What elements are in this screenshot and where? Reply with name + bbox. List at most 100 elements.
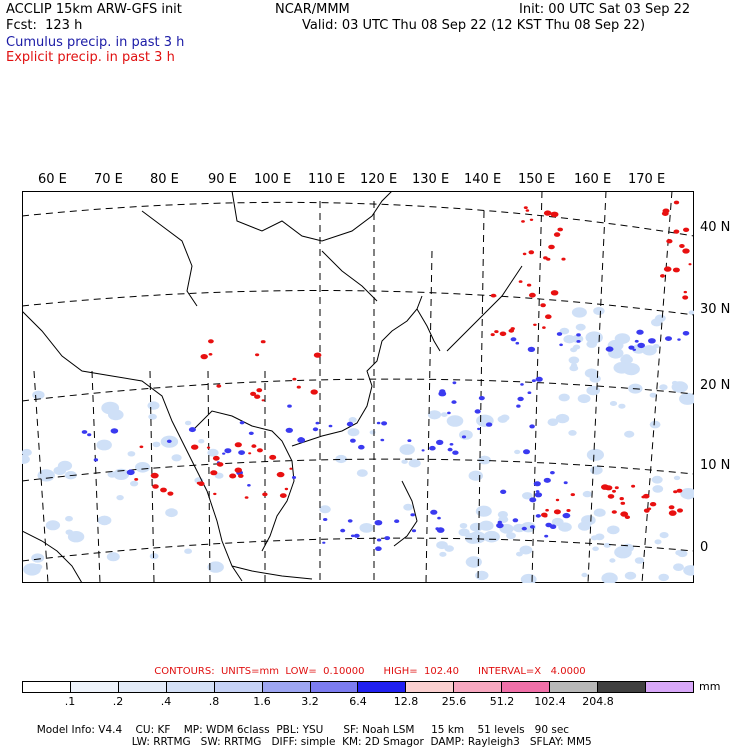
explicit-precip-patch — [262, 492, 268, 497]
parallel-10n — [22, 458, 694, 482]
coast-japan — [446, 265, 523, 352]
explicit-precip-patch — [139, 445, 144, 449]
light-precip-patch — [654, 539, 662, 545]
light-precip-patch — [603, 542, 611, 548]
light-precip-patch — [609, 401, 618, 406]
explicit-precip-patch — [152, 484, 159, 489]
light-precip-patch — [152, 441, 161, 448]
lon-label: 170 E — [628, 172, 666, 187]
coast-indochina — [191, 410, 295, 552]
light-precip-patch — [427, 410, 442, 420]
colorbar-swatch — [454, 682, 503, 692]
light-precip-patch — [586, 448, 605, 461]
light-precip-patch — [207, 448, 219, 457]
light-precip-patch — [127, 451, 136, 457]
explicit-precip-patch — [238, 473, 244, 478]
light-precip-patch — [673, 475, 681, 481]
model-info-line2: LW: RRTMG SW: RRTMG DIFF: simple KM: 2D … — [125, 724, 592, 748]
explicit-precip-patch — [528, 250, 535, 255]
explicit-precip-patch — [673, 490, 678, 494]
cumulus-precip-patch — [632, 348, 636, 351]
cumulus-precip-patch — [285, 427, 293, 433]
cumulus-precip-patch — [523, 449, 530, 455]
cumulus-precip-patch — [248, 431, 254, 435]
light-precip-patch — [516, 551, 523, 557]
light-precip-patch — [135, 462, 151, 473]
light-precip-patch — [369, 430, 376, 435]
light-precip-patch — [401, 459, 408, 464]
light-precip-patch — [207, 561, 224, 573]
light-precip-patch — [653, 344, 660, 349]
coast-west — [22, 191, 243, 582]
cumulus-precip-patch — [474, 409, 481, 414]
explicit-precip-patch — [561, 257, 566, 261]
cumulus-precip-patch — [380, 438, 385, 442]
light-precip-patch — [469, 522, 483, 532]
light-precip-patch — [659, 384, 668, 391]
colorbar-label: 1.6 — [253, 695, 271, 708]
cumulus-precip-patch — [496, 522, 504, 529]
light-precip-patch — [590, 465, 603, 475]
explicit-precip-patch — [676, 488, 683, 493]
light-precip-patch — [584, 368, 599, 378]
cumulus-precip-patch — [634, 339, 639, 343]
light-precip-patch — [651, 475, 663, 484]
explicit-precip-patch — [641, 495, 646, 499]
explicit-precip-patch — [255, 353, 260, 357]
light-precip-patch — [459, 430, 473, 440]
cumulus-precip-patch — [93, 458, 99, 462]
explicit-precip-patch — [208, 339, 214, 344]
lon-label: 110 E — [308, 172, 346, 187]
colorbar-swatch — [358, 682, 407, 692]
cumulus-precip-patch — [346, 421, 354, 427]
cumulus-precip-patch — [437, 516, 441, 520]
explicit-precip-patch — [529, 292, 536, 298]
cumulus-precip-patch — [535, 514, 541, 518]
explicit-precip-patch — [555, 498, 560, 502]
colorbar-label: 102.4 — [534, 695, 566, 708]
model-info-line1: Model Info: V4.4 CU: KF MP: WDM 6class P… — [30, 712, 569, 736]
coast-korea — [416, 308, 441, 352]
cumulus-precip-patch — [517, 396, 524, 402]
parallel-20n — [22, 378, 694, 402]
footer-timestep: 90 sec — [534, 724, 570, 736]
cumulus-precip-patch — [87, 433, 92, 437]
explicit-precip-patch — [673, 229, 680, 234]
light-precip-patch — [620, 355, 633, 365]
light-precip-patch — [198, 439, 205, 444]
cumulus-precip-patch — [516, 404, 521, 408]
light-precip-patch — [478, 455, 491, 465]
colorbar-swatch — [310, 682, 359, 692]
footer-model: Model Info: V4.4 — [36, 724, 123, 736]
cumulus-precip-patch — [576, 333, 581, 337]
colorbar-label: 25.6 — [441, 695, 467, 708]
explicit-precip-patch — [666, 239, 673, 244]
explicit-precip-patch — [248, 452, 252, 455]
explicit-precip-patch — [276, 471, 285, 478]
light-precip-patch — [514, 449, 521, 455]
explicit-precip-patch — [672, 267, 680, 273]
light-precip-patch — [214, 472, 224, 479]
explicit-precip-patch — [679, 244, 685, 248]
cumulus-precip-patch — [500, 489, 507, 494]
cumulus-precip-patch — [529, 497, 537, 503]
light-precip-patch — [649, 392, 657, 398]
cumulus-precip-patch — [353, 533, 360, 538]
light-precip-patch — [568, 430, 577, 436]
border-central-asia — [141, 210, 198, 307]
explicit-precip-patch — [663, 266, 672, 272]
explicit-precip-patch — [490, 333, 495, 337]
map-frame — [22, 191, 694, 583]
explicit-precip-patch — [620, 511, 629, 517]
light-precip-patch — [113, 468, 130, 480]
explicit-precip-patch — [160, 487, 167, 493]
light-precip-patch — [582, 490, 592, 498]
explicit-precip-patch — [688, 263, 692, 266]
light-precip-patch — [577, 521, 591, 531]
light-precip-patch — [555, 413, 570, 424]
colorbar-units: mm — [699, 680, 721, 693]
footer-lw: LW: RRTMG — [131, 736, 191, 748]
explicit-precip-patch — [550, 290, 559, 296]
light-precip-patch — [679, 392, 694, 405]
light-precip-patch — [522, 492, 533, 500]
